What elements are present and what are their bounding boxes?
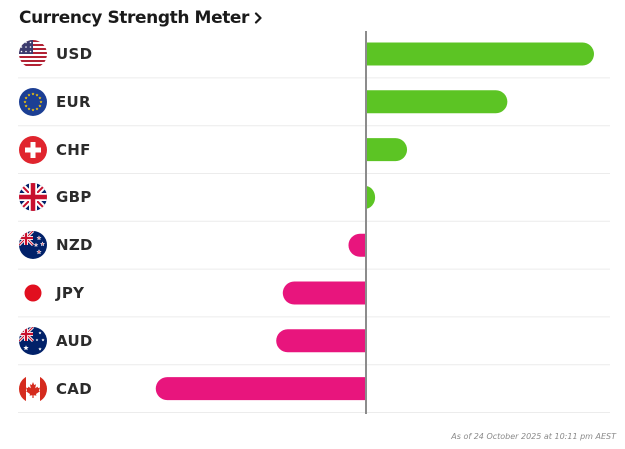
currency-row-aud: AUD — [19, 326, 93, 356]
strength-bar-aud — [276, 329, 377, 353]
bar-end-mask — [367, 376, 379, 402]
currency-row-usd: USD — [19, 39, 92, 69]
eu-flag-icon — [19, 87, 47, 116]
currency-row-gbp: GBP — [19, 182, 92, 212]
bar-end-mask — [367, 328, 379, 354]
bar-end-mask — [367, 280, 379, 306]
swiss-flag-icon — [19, 135, 47, 164]
japan-flag-icon — [19, 279, 47, 307]
strength-bar-usd — [355, 42, 594, 66]
currency-code-label: CHF — [56, 140, 91, 159]
strength-bar-eur — [355, 90, 508, 114]
currency-code-label: GBP — [56, 188, 92, 207]
strength-bar-cad — [155, 377, 377, 401]
currency-row-cad: CAD — [19, 374, 92, 404]
currency-code-label: EUR — [56, 92, 91, 111]
currency-code-label: USD — [56, 45, 93, 63]
bar-end-mask — [354, 184, 366, 210]
currency-row-nzd: NZD — [19, 230, 93, 260]
bar-end-mask — [367, 232, 379, 258]
canada-flag-icon — [19, 374, 47, 403]
nz-flag-icon — [19, 231, 47, 260]
strength-meter-title-link[interactable]: Currency Strength Meter — [19, 8, 263, 28]
currency-code-label: NZD — [56, 236, 93, 255]
currency-row-eur: EUR — [19, 87, 91, 117]
chevron-right-icon — [254, 12, 263, 24]
currency-code-label: AUD — [56, 331, 93, 350]
bar-end-mask — [354, 41, 366, 67]
uk-flag-icon — [19, 183, 47, 212]
strength-bar-chf — [355, 138, 408, 162]
currency-row-chf: CHF — [19, 135, 91, 165]
strength-bar-jpy — [282, 281, 377, 305]
timestamp-footnote: As of 24 October 2025 at 10:11 pm AEST — [451, 432, 616, 441]
currency-code-label: CAD — [56, 379, 92, 398]
bar-end-mask — [354, 137, 366, 163]
page-title: Currency Strength Meter — [19, 8, 250, 28]
currency-row-jpy: JPY — [19, 278, 84, 308]
australia-flag-icon — [19, 326, 47, 355]
bar-end-mask — [354, 89, 366, 115]
currency-code-label: JPY — [56, 284, 85, 302]
us-flag-icon — [19, 40, 47, 68]
